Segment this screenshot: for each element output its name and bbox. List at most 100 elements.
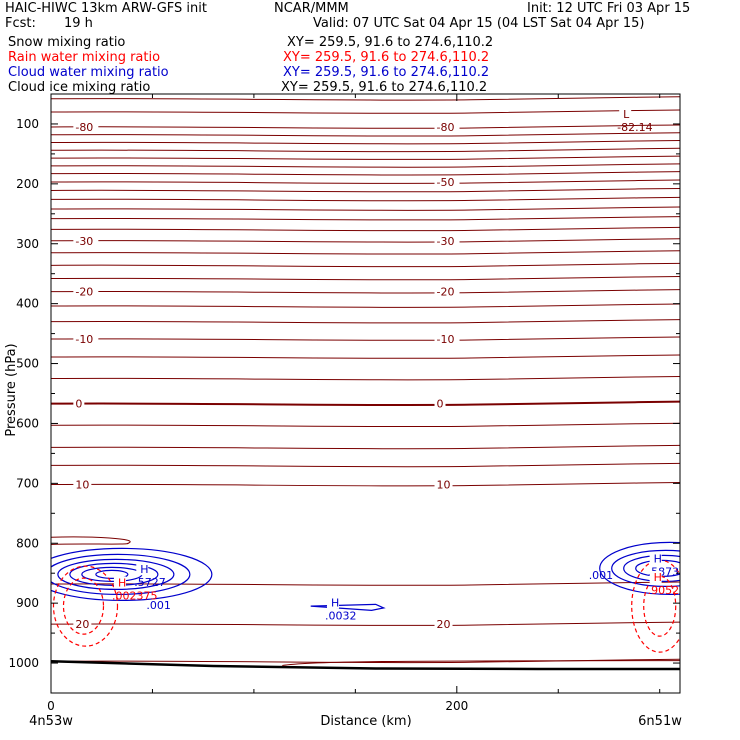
isotherm-5 <box>51 147 680 153</box>
contour-label-1: .001 <box>589 569 614 582</box>
isotherm-label-bg <box>73 234 99 247</box>
isotherm-17 <box>51 262 680 268</box>
isotherm-0 <box>51 96 680 101</box>
isotherm-label-19-0: -20 <box>75 286 93 299</box>
isotherm-4 <box>51 140 680 145</box>
extremum-value-3: .0032 <box>325 610 357 623</box>
extremum-bg-1 <box>136 563 149 576</box>
y-tick-label-500: 500 <box>16 357 39 371</box>
isotherm-7 <box>51 163 680 168</box>
y-tick-label-700: 700 <box>16 476 39 490</box>
legend-cloud-ice-xy: XY= 259.5, 91.6 to 274.6,110.2 <box>281 80 488 95</box>
cloud-water-left-contour-4 <box>81 566 143 582</box>
isotherm-fragment-left <box>51 536 131 545</box>
isotherm-label-bg <box>73 397 85 410</box>
y-tick-label-600: 600 <box>16 416 39 430</box>
isotherm-label-31-0: 20 <box>75 618 89 631</box>
isotherm-label-29-0: 10 <box>75 479 89 492</box>
y-tick-label-800: 800 <box>16 536 39 550</box>
isotherm-label-19-1: -20 <box>437 286 455 299</box>
x-axis-label: Distance (km) <box>320 714 411 729</box>
isotherm-29 <box>51 482 680 487</box>
cloud-water-left-contour-2 <box>57 558 175 590</box>
isotherm-label-31-1: 20 <box>437 618 451 631</box>
extremum-bg-3 <box>327 596 340 609</box>
x-tick-label-200: 200 <box>445 699 468 713</box>
isotherm-15 <box>51 238 680 243</box>
isotherm-label-15-0: -30 <box>75 235 93 248</box>
cloud-water-left-contour-3 <box>69 562 159 586</box>
cloud-water-left-contour-0 <box>51 547 213 601</box>
extremum-value-2: .002375 <box>112 589 158 602</box>
isotherm-26 <box>51 422 680 428</box>
extremum-h-marker-3: H <box>331 597 339 610</box>
extremum-h-marker-5: H <box>654 571 662 584</box>
isotherm-label-bg <box>434 120 460 133</box>
legend-cloud-water-name: Cloud water mixing ratio <box>8 65 169 80</box>
legend-snow-name: Snow mixing ratio <box>8 35 126 50</box>
cloud-water-right-contour-1 <box>611 549 680 588</box>
init-time: Init: 12 UTC Fri 03 Apr 15 <box>527 1 691 16</box>
extremum-h-marker-1: H <box>140 563 148 576</box>
rain-left-contour-0 <box>52 565 119 647</box>
center-label: NCAR/MMM <box>274 1 349 16</box>
isotherm-label-2-1: -80 <box>437 121 455 134</box>
legend-cloud-water-xy: XY= 259.5, 91.6 to 274.6,110.2 <box>283 65 490 80</box>
isotherm-14 <box>51 226 680 232</box>
forecast-label: Fcst: <box>5 16 36 31</box>
terrain-line <box>51 660 680 671</box>
cloud-water-center-contour <box>310 603 386 611</box>
isotherm-label-bg <box>73 285 99 298</box>
isotherm-24 <box>51 376 680 381</box>
isotherm-label-9-0: -50 <box>437 176 455 189</box>
isotherm-label-bg <box>434 176 460 189</box>
isotherm-label-bg <box>73 618 92 631</box>
isotherm-27 <box>51 444 680 450</box>
isotherm-19 <box>51 289 680 294</box>
extremum-bg-2 <box>113 576 126 589</box>
legend-cloud-ice-name: Cloud ice mixing ratio <box>8 80 151 95</box>
y-tick-label-1000: 1000 <box>8 656 39 670</box>
rain-left-contour-1 <box>62 577 105 635</box>
isotherm-9 <box>51 179 680 184</box>
model-title: HAIC-HIWC 13km ARW-GFS init <box>5 1 207 16</box>
isotherm-label-bg <box>73 120 99 133</box>
isotherm-label-22-0: -10 <box>75 333 93 346</box>
isotherm-30 <box>51 581 680 586</box>
isotherm-25 <box>51 400 680 407</box>
isotherm-12 <box>51 206 680 211</box>
valid-time: Valid: 07 UTC Sat 04 Apr 15 (04 LST Sat … <box>313 16 645 31</box>
cloud-water-right-contour-2 <box>623 554 680 583</box>
isotherm-label-15-1: -30 <box>437 235 455 248</box>
left-endpoint-label: 4n53w <box>29 714 73 729</box>
extremum-bg-0 <box>619 107 632 120</box>
isotherm-31 <box>51 621 680 626</box>
extremum-bg-5 <box>649 570 662 583</box>
isotherm-label-bg <box>434 618 453 631</box>
cloud-water-right-contour-0 <box>599 541 680 596</box>
y-tick-label-300: 300 <box>16 237 39 251</box>
rain-right-contour-1 <box>643 575 677 637</box>
isotherm-label-bg <box>73 332 99 345</box>
contour-label-0: .001 <box>146 599 171 612</box>
extremum-value-5: .9052 <box>648 584 680 597</box>
isotherm-label-bg <box>434 285 460 298</box>
cloud-water-left-contour-1 <box>51 553 191 595</box>
isotherm-label-22-1: -10 <box>437 333 455 346</box>
extremum-value-0: -82.14 <box>617 121 652 134</box>
isotherm-label-bg <box>434 332 460 345</box>
contour-group: -80 -80 -50 -30 -30 -20 -20 -10 -10 0 0 10 10 20 20 L-8… <box>51 96 680 671</box>
isotherm-32 <box>51 658 680 664</box>
isotherm-label-bg <box>434 234 460 247</box>
isotherm-22 <box>51 336 680 341</box>
x-tick-label-0: 0 <box>47 699 55 713</box>
isotherm-label-bg <box>434 478 453 491</box>
cloud-water-left-contour-5 <box>95 569 129 579</box>
plot-frame <box>50 93 681 694</box>
extremum-l-marker-0: L <box>623 108 630 121</box>
isotherm-6 <box>51 155 680 160</box>
isotherm-8 <box>51 171 680 176</box>
legend-rain-name: Rain water mixing ratio <box>8 50 161 65</box>
y-tick-label-400: 400 <box>16 297 39 311</box>
